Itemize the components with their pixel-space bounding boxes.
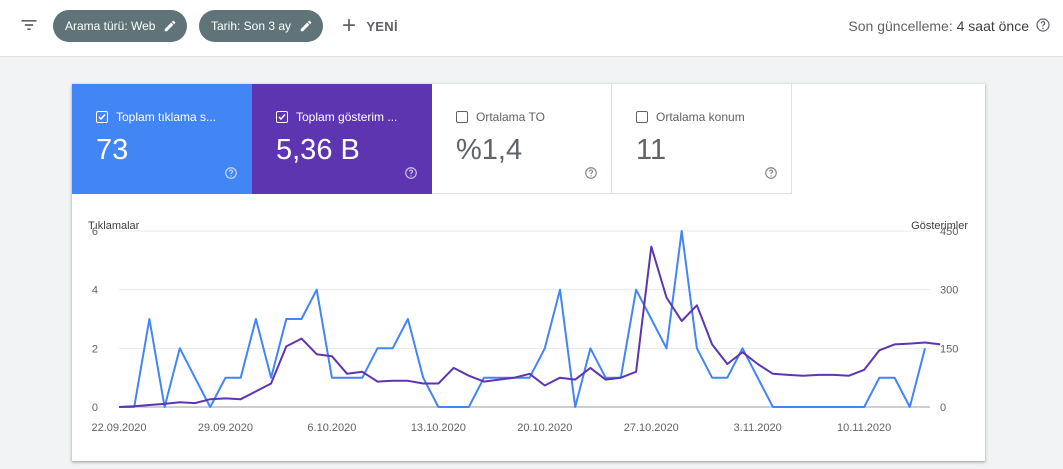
metric-average-position[interactable]: Ortalama konum 11 [612, 84, 792, 194]
right-tick-label: 150 [940, 343, 958, 355]
performance-chart: Tıklamalar Gösterimler 0 2 4 6 0 150 300 450 22.09… [88, 220, 968, 434]
edit-icon[interactable] [299, 19, 313, 33]
metric-total-clicks[interactable]: Toplam tıklama s... 73 [72, 84, 252, 194]
metric-total-impressions[interactable]: Toplam gösterim ... 5,36 B [252, 84, 432, 194]
left-tick-label: 4 [92, 285, 98, 297]
x-tick-label: 10.11.2020 [837, 422, 891, 434]
x-tick-label: 20.10.2020 [517, 422, 572, 434]
metric-label: Ortalama TO [476, 110, 545, 124]
chip-search-type[interactable]: Arama türü: Web [53, 10, 188, 42]
last-updated-value: 4 saat önce [956, 18, 1029, 34]
last-updated: Son güncelleme: 4 saat önce [848, 18, 1029, 34]
help-icon[interactable] [764, 166, 778, 180]
impressions-series-line [118, 245, 941, 408]
performance-card: Toplam tıklama s... 73 Toplam gösterim .… [72, 84, 985, 461]
help-icon[interactable] [584, 166, 598, 180]
metric-value: 11 [636, 134, 667, 166]
metric-value: 5,36 B [276, 134, 360, 166]
left-axis-title: Tıklamalar [88, 220, 140, 232]
x-tick-label: 6.10.2020 [307, 422, 356, 434]
right-tick-label: 0 [940, 402, 946, 414]
metric-value: %1,4 [456, 134, 523, 166]
filter-list-icon[interactable] [19, 15, 39, 35]
right-axis-title: Gösterimler [911, 220, 968, 232]
help-icon[interactable] [1035, 17, 1051, 33]
metric-label: Toplam gösterim ... [296, 110, 398, 124]
x-tick-label: 22.09.2020 [91, 422, 146, 434]
metric-value: 73 [96, 134, 129, 166]
chip-search-type-label: Arama türü: Web [65, 19, 156, 33]
x-tick-label: 3.11.2020 [734, 422, 782, 434]
metric-label: Ortalama konum [656, 110, 745, 124]
metric-label: Toplam tıklama s... [116, 110, 217, 124]
checkbox-unchecked-icon[interactable] [636, 111, 648, 123]
x-tick-label: 27.10.2020 [624, 422, 679, 434]
chip-date[interactable]: Tarih: Son 3 ay [199, 10, 324, 42]
right-tick-label: 450 [940, 226, 958, 238]
right-tick-label: 300 [940, 285, 958, 297]
left-tick-label: 2 [92, 343, 98, 355]
clicks-series-line [119, 230, 926, 408]
plus-icon: + [342, 12, 357, 39]
help-icon[interactable] [404, 166, 418, 180]
new-filter-label: YENİ [366, 18, 398, 34]
top-bar: Arama türü: Web Tarih: Son 3 ay + YENİ S… [0, 0, 1063, 57]
left-tick-label: 6 [92, 226, 98, 238]
x-tick-label: 29.09.2020 [198, 422, 253, 434]
new-filter-button[interactable]: + YENİ [342, 12, 398, 40]
x-tick-label: 13.10.2020 [411, 422, 466, 434]
chip-date-label: Tarih: Son 3 ay [211, 19, 292, 33]
left-tick-label: 0 [92, 402, 98, 414]
checkbox-unchecked-icon[interactable] [456, 111, 468, 123]
checkbox-checked-icon[interactable] [276, 111, 288, 123]
edit-icon[interactable] [163, 19, 177, 33]
help-icon[interactable] [224, 166, 238, 180]
last-updated-prefix: Son güncelleme: [848, 18, 957, 34]
metric-average-ctr[interactable]: Ortalama TO %1,4 [432, 84, 612, 194]
checkbox-checked-icon[interactable] [96, 111, 108, 123]
